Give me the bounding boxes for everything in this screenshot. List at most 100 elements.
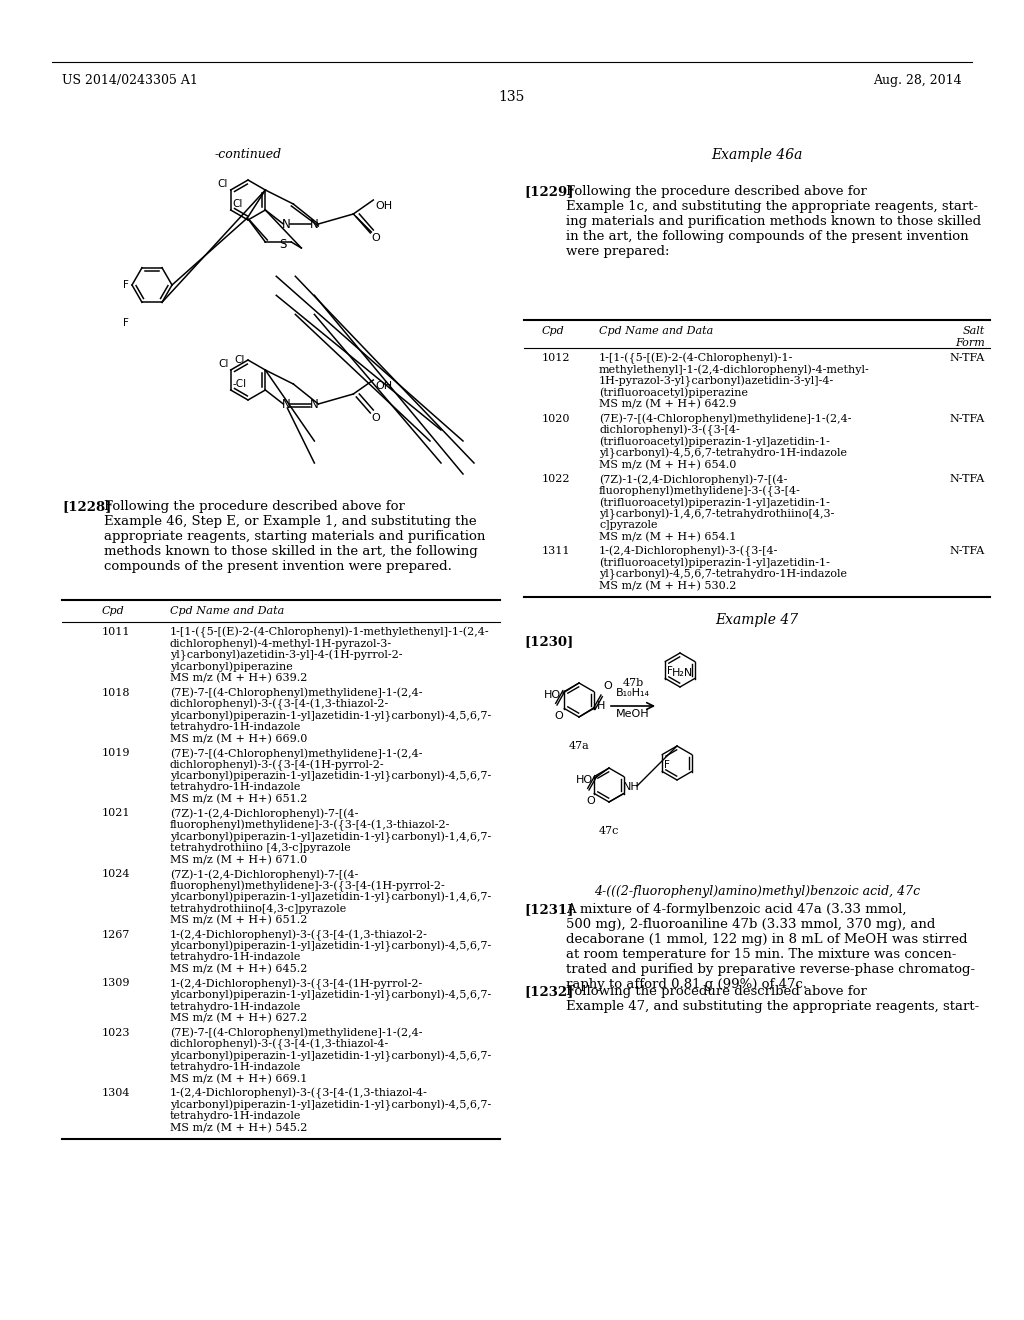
- Text: MS m/z (M + H+) 654.0: MS m/z (M + H+) 654.0: [599, 459, 736, 470]
- Text: MS m/z (M + H+) 639.2: MS m/z (M + H+) 639.2: [170, 673, 307, 684]
- Text: (trifluoroacetyl)piperazin-1-yl]azetidin-1-: (trifluoroacetyl)piperazin-1-yl]azetidin…: [599, 557, 829, 568]
- Text: ylcarbonyl)piperazin-1-yl]azetidin-1-yl}carbonyl)-1,4,6,7-: ylcarbonyl)piperazin-1-yl]azetidin-1-yl}…: [170, 832, 492, 843]
- Text: 1024: 1024: [102, 869, 130, 879]
- Text: 1267: 1267: [102, 929, 130, 940]
- Text: F: F: [668, 667, 673, 676]
- Text: fluorophenyl)methylidene]-3-({3-[4-(1,3-thiazol-2-: fluorophenyl)methylidene]-3-({3-[4-(1,3-…: [170, 820, 451, 832]
- Text: B₁₀H₁₄: B₁₀H₁₄: [616, 688, 650, 698]
- Text: c]pyrazole: c]pyrazole: [599, 520, 657, 531]
- Text: [1230]: [1230]: [524, 635, 573, 648]
- Text: ylcarbonyl)piperazin-1-yl]azetidin-1-yl}carbonyl)-1,4,6,7-: ylcarbonyl)piperazin-1-yl]azetidin-1-yl}…: [170, 892, 492, 903]
- Text: 47c: 47c: [599, 826, 620, 836]
- Text: (7Z)-1-(2,4-Dichlorophenyl)-7-[(4-: (7Z)-1-(2,4-Dichlorophenyl)-7-[(4-: [170, 808, 358, 820]
- Text: 1018: 1018: [102, 688, 130, 697]
- Text: Aug. 28, 2014: Aug. 28, 2014: [873, 74, 962, 87]
- Text: MS m/z (M + H+) 545.2: MS m/z (M + H+) 545.2: [170, 1122, 307, 1133]
- Text: methylethenyl]-1-(2,4-dichlorophenyl)-4-methyl-: methylethenyl]-1-(2,4-dichlorophenyl)-4-…: [599, 364, 869, 375]
- Text: MS m/z (M + H+) 651.2: MS m/z (M + H+) 651.2: [170, 795, 307, 804]
- Text: (trifluoroacetyl)piperazin-1-yl]azetidin-1-: (trifluoroacetyl)piperazin-1-yl]azetidin…: [599, 437, 829, 447]
- Text: [1228]: [1228]: [62, 500, 112, 513]
- Text: 1-[1-({5-[(E)-2-(4-Chlorophenyl)-1-methylethenyl]-1-(2,4-: 1-[1-({5-[(E)-2-(4-Chlorophenyl)-1-methy…: [170, 627, 489, 639]
- Text: Cpd Name and Data: Cpd Name and Data: [170, 606, 285, 616]
- Text: (7E)-7-[(4-Chlorophenyl)methylidene]-1-(2,4-: (7E)-7-[(4-Chlorophenyl)methylidene]-1-(…: [170, 688, 423, 698]
- Text: ylcarbonyl)piperazin-1-yl]azetidin-1-yl}carbonyl)-4,5,6,7-: ylcarbonyl)piperazin-1-yl]azetidin-1-yl}…: [170, 710, 492, 722]
- Text: N: N: [310, 218, 318, 231]
- Text: yl}carbonyl)-4,5,6,7-tetrahydro-1H-indazole: yl}carbonyl)-4,5,6,7-tetrahydro-1H-indaz…: [599, 569, 847, 581]
- Text: N: N: [310, 397, 318, 411]
- Text: Example 47: Example 47: [716, 612, 799, 627]
- Text: Example 46a: Example 46a: [712, 148, 803, 162]
- Text: ylcarbonyl)piperazine: ylcarbonyl)piperazine: [170, 661, 293, 672]
- Text: HO: HO: [575, 775, 593, 785]
- Text: O: O: [371, 413, 380, 422]
- Text: MS m/z (M + H+) 671.0: MS m/z (M + H+) 671.0: [170, 854, 307, 865]
- Text: F: F: [665, 759, 670, 770]
- Text: MS m/z (M + H+) 627.2: MS m/z (M + H+) 627.2: [170, 1012, 307, 1023]
- Text: MS m/z (M + H+) 651.2: MS m/z (M + H+) 651.2: [170, 915, 307, 925]
- Text: yl}carbonyl)azetidin-3-yl]-4-(1H-pyrrol-2-: yl}carbonyl)azetidin-3-yl]-4-(1H-pyrrol-…: [170, 649, 402, 661]
- Text: (7Z)-1-(2,4-Dichlorophenyl)-7-[(4-: (7Z)-1-(2,4-Dichlorophenyl)-7-[(4-: [599, 474, 787, 484]
- Text: 4-(((2-fluorophenyl)amino)methyl)benzoic acid, 47c: 4-(((2-fluorophenyl)amino)methyl)benzoic…: [594, 884, 920, 898]
- Text: (7E)-7-[(4-Chlorophenyl)methylidene]-1-(2,4-: (7E)-7-[(4-Chlorophenyl)methylidene]-1-(…: [170, 1027, 423, 1038]
- Text: US 2014/0243305 A1: US 2014/0243305 A1: [62, 74, 198, 87]
- Text: yl}carbonyl)-1,4,6,7-tetrahydrothiino[4,3-: yl}carbonyl)-1,4,6,7-tetrahydrothiino[4,…: [599, 508, 835, 520]
- Text: 47a: 47a: [568, 741, 590, 751]
- Text: 1304: 1304: [102, 1088, 130, 1098]
- Text: N: N: [282, 397, 291, 411]
- Text: MeOH: MeOH: [616, 709, 650, 719]
- Text: MS m/z (M + H+) 669.0: MS m/z (M + H+) 669.0: [170, 734, 307, 743]
- Text: dichlorophenyl)-3-({3-[4-(1H-pyrrol-2-: dichlorophenyl)-3-({3-[4-(1H-pyrrol-2-: [170, 759, 385, 771]
- Text: MS m/z (M + H+) 642.9: MS m/z (M + H+) 642.9: [599, 399, 736, 409]
- Text: -Cl: -Cl: [232, 379, 247, 389]
- Text: 1309: 1309: [102, 978, 130, 989]
- Text: 135: 135: [499, 90, 525, 104]
- Text: OH: OH: [376, 381, 392, 391]
- Text: (trifluoroacetyl)piperazin-1-yl]azetidin-1-: (trifluoroacetyl)piperazin-1-yl]azetidin…: [599, 498, 829, 508]
- Text: Following the procedure described above for
Example 1c, and substituting the app: Following the procedure described above …: [566, 185, 981, 257]
- Text: Following the procedure described above for
Example 47, and substituting the app: Following the procedure described above …: [566, 985, 979, 1012]
- Text: 1020: 1020: [542, 413, 570, 424]
- Text: ylcarbonyl)piperazin-1-yl]azetidin-1-yl}carbonyl)-4,5,6,7-: ylcarbonyl)piperazin-1-yl]azetidin-1-yl}…: [170, 1100, 492, 1111]
- Text: dichlorophenyl)-3-({3-[4-: dichlorophenyl)-3-({3-[4-: [599, 425, 739, 437]
- Text: fluorophenyl)methylidene]-3-({3-[4-: fluorophenyl)methylidene]-3-({3-[4-: [599, 486, 801, 496]
- Text: F: F: [123, 318, 129, 327]
- Text: -continued: -continued: [214, 148, 282, 161]
- Text: ylcarbonyl)piperazin-1-yl]azetidin-1-yl}carbonyl)-4,5,6,7-: ylcarbonyl)piperazin-1-yl]azetidin-1-yl}…: [170, 990, 492, 1002]
- Text: MS m/z (M + H+) 645.2: MS m/z (M + H+) 645.2: [170, 964, 307, 974]
- Text: (7Z)-1-(2,4-Dichlorophenyl)-7-[(4-: (7Z)-1-(2,4-Dichlorophenyl)-7-[(4-: [170, 869, 358, 879]
- Text: N-TFA: N-TFA: [949, 474, 985, 484]
- Text: MS m/z (M + H+) 669.1: MS m/z (M + H+) 669.1: [170, 1073, 307, 1084]
- Text: S: S: [280, 238, 287, 251]
- Text: F: F: [123, 280, 129, 290]
- Text: [1232]: [1232]: [524, 985, 573, 998]
- Text: 1-(2,4-Dichlorophenyl)-3-({3-[4-(1,3-thiazol-4-: 1-(2,4-Dichlorophenyl)-3-({3-[4-(1,3-thi…: [170, 1088, 428, 1100]
- Text: ylcarbonyl)piperazin-1-yl]azetidin-1-yl}carbonyl)-4,5,6,7-: ylcarbonyl)piperazin-1-yl]azetidin-1-yl}…: [170, 1051, 492, 1061]
- Text: Cl: Cl: [218, 359, 228, 370]
- Text: 1019: 1019: [102, 748, 130, 758]
- Text: N-TFA: N-TFA: [949, 546, 985, 556]
- Text: 1-(2,4-Dichlorophenyl)-3-({3-[4-(1H-pyrrol-2-: 1-(2,4-Dichlorophenyl)-3-({3-[4-(1H-pyrr…: [170, 978, 423, 990]
- Text: tetrahydro-1H-indazole: tetrahydro-1H-indazole: [170, 1111, 301, 1121]
- Text: [1231]: [1231]: [524, 903, 573, 916]
- Text: O: O: [603, 681, 611, 690]
- Text: MS m/z (M + H+) 654.1: MS m/z (M + H+) 654.1: [599, 532, 736, 541]
- Text: ylcarbonyl)piperazin-1-yl]azetidin-1-yl}carbonyl)-4,5,6,7-: ylcarbonyl)piperazin-1-yl]azetidin-1-yl}…: [170, 941, 492, 952]
- Text: OH: OH: [376, 201, 392, 211]
- Text: Cl: Cl: [217, 180, 227, 189]
- Text: ylcarbonyl)piperazin-1-yl]azetidin-1-yl}carbonyl)-4,5,6,7-: ylcarbonyl)piperazin-1-yl]azetidin-1-yl}…: [170, 771, 492, 783]
- Text: N-TFA: N-TFA: [949, 413, 985, 424]
- Text: 1011: 1011: [102, 627, 130, 638]
- Text: H: H: [597, 701, 605, 711]
- Text: H₂N: H₂N: [672, 668, 692, 677]
- Text: dichlorophenyl)-4-methyl-1H-pyrazol-3-: dichlorophenyl)-4-methyl-1H-pyrazol-3-: [170, 639, 392, 649]
- Text: (7E)-7-[(4-Chlorophenyl)methylidene]-1-(2,4-: (7E)-7-[(4-Chlorophenyl)methylidene]-1-(…: [599, 413, 852, 424]
- Text: dichlorophenyl)-3-({3-[4-(1,3-thiazol-2-: dichlorophenyl)-3-({3-[4-(1,3-thiazol-2-: [170, 700, 389, 710]
- Text: Cl: Cl: [234, 355, 245, 366]
- Text: tetrahydro-1H-indazole: tetrahydro-1H-indazole: [170, 1063, 301, 1072]
- Text: N: N: [282, 218, 291, 231]
- Text: MS m/z (M + H+) 530.2: MS m/z (M + H+) 530.2: [599, 581, 736, 591]
- Text: (trifluoroacetyl)piperazine: (trifluoroacetyl)piperazine: [599, 388, 748, 399]
- Text: N-TFA: N-TFA: [949, 352, 985, 363]
- Text: NH: NH: [623, 781, 640, 792]
- Text: tetrahydrothiino [4,3-c]pyrazole: tetrahydrothiino [4,3-c]pyrazole: [170, 843, 351, 853]
